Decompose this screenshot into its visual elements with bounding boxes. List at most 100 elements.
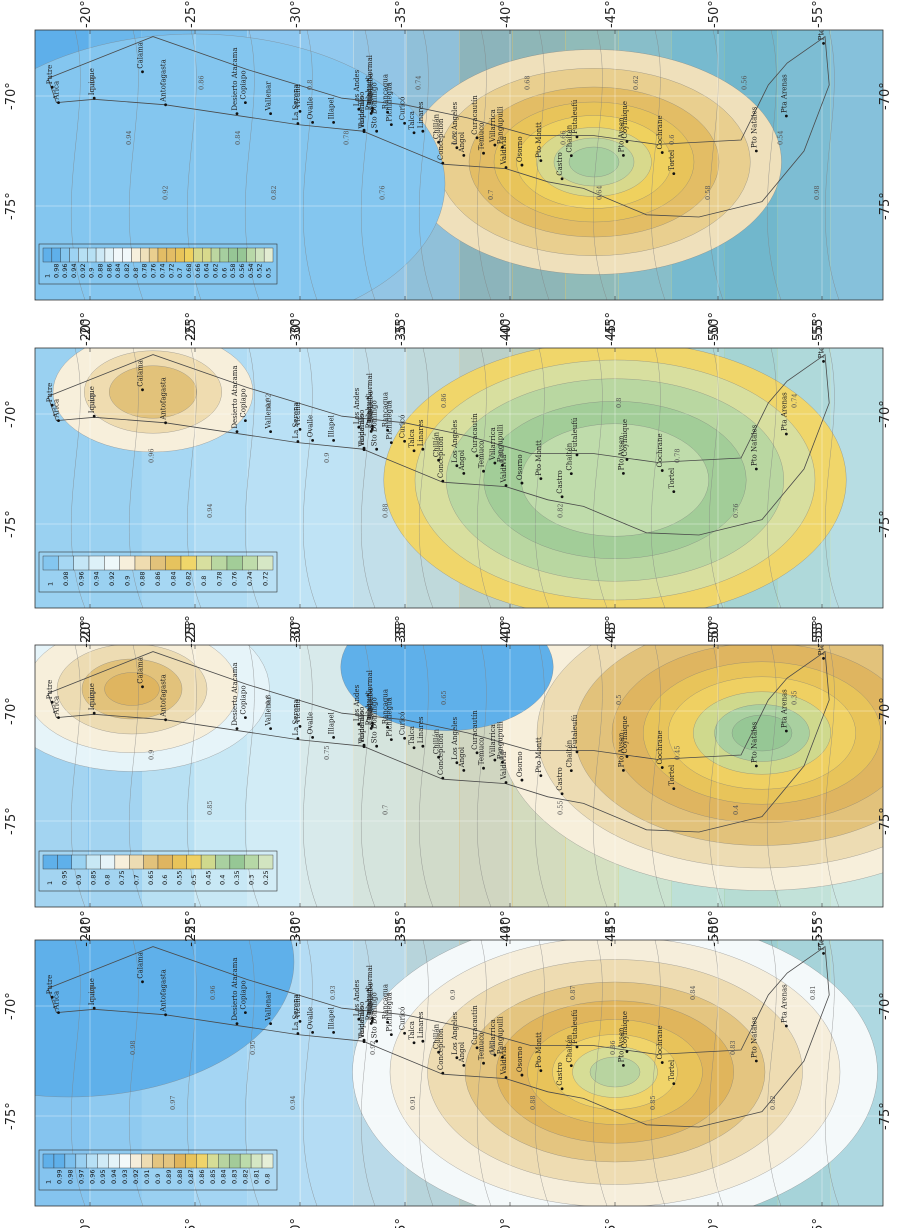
contour-line (650, 940, 666, 1206)
colorbar-swatch (42, 555, 59, 571)
colorbar-frame (38, 850, 278, 892)
lat-tick-label: -20° (79, 312, 94, 340)
city-label: Coyhaique (621, 419, 629, 457)
colorbar-swatch (226, 555, 243, 571)
city-marker (362, 1040, 366, 1044)
colorbar-swatch (211, 555, 228, 571)
city-marker (504, 484, 508, 487)
colorbar-label: 0.84 (114, 264, 122, 278)
colorbar-frame (38, 551, 278, 593)
city-marker (441, 1071, 445, 1075)
panel-frame (34, 644, 884, 908)
city-label: Temuco (478, 1033, 486, 1061)
colorbar-label: 1 (47, 582, 55, 586)
colorbar-swatch (114, 854, 130, 870)
colorbar-label: 0.72 (167, 264, 175, 278)
contour-label: 0.94 (206, 504, 214, 518)
lat-tick-label: -30° (289, 620, 304, 648)
city-marker (403, 439, 406, 443)
colorbar-swatch (250, 1153, 263, 1169)
contour-line (708, 645, 724, 907)
lat-tick-label: -55° (811, 312, 826, 340)
lat-tick-label: -35° (394, 910, 409, 938)
city-marker (57, 419, 60, 422)
contour-line (592, 348, 608, 608)
contour-line (360, 348, 376, 608)
colorbar-label: 0.88 (97, 264, 105, 278)
lat-tick-label: -45° (604, 615, 619, 643)
contour-label: 0.75 (323, 746, 331, 760)
colorbar-swatch (119, 555, 136, 571)
city-marker (784, 114, 788, 118)
city-label: Ovalle (307, 712, 315, 735)
colorbar-swatch (163, 1153, 175, 1169)
colorbar-label: 0.86 (154, 572, 162, 586)
city-label: Tobalaba (366, 688, 374, 720)
city-marker (311, 736, 314, 739)
colorbar-label: 0.98 (52, 264, 60, 278)
city-label: Chillán (433, 1023, 441, 1049)
lat-tick-label: -35° (394, 620, 409, 648)
city-label: Putre (46, 975, 54, 995)
city-label: Talca (408, 429, 416, 448)
city-marker (298, 725, 302, 728)
city-label: Putre (46, 383, 54, 403)
city-label: Sto Domingo (371, 697, 379, 743)
contour-line (824, 940, 840, 1206)
city-label: Rancagua (382, 392, 390, 427)
colorbar-label: 1 (44, 1180, 52, 1184)
city-label: Pto Natales (750, 721, 758, 763)
contour-line (650, 645, 666, 907)
contour-line (592, 30, 608, 300)
city-marker (575, 135, 579, 139)
city-marker (622, 154, 625, 157)
colorbar-label: 0.92 (79, 264, 87, 278)
city-label: Vallenar (265, 399, 273, 430)
city-label: Antofagasta (160, 674, 168, 718)
lon-tick-label: -70° (4, 992, 19, 1020)
city-marker (421, 1039, 425, 1043)
city-marker (412, 746, 416, 750)
colorbar-label: 0.88 (176, 1170, 184, 1184)
colorbar-swatch (143, 854, 159, 870)
city-marker (455, 464, 459, 468)
contour-line (70, 940, 86, 1206)
city-marker (475, 136, 479, 140)
colorbar-label: 0.58 (229, 264, 237, 278)
city-marker (493, 461, 497, 465)
city-marker (298, 110, 302, 113)
city-label: Tortel (668, 1059, 676, 1081)
contour-line (650, 30, 666, 300)
colorbar-swatch (215, 854, 231, 870)
lat-tick-label: -40° (499, 318, 514, 346)
city-label: Arica (53, 696, 61, 716)
city-label: Pta Arenas (780, 689, 788, 728)
city-label: Ovalle (307, 97, 315, 120)
contour-label: 0.55 (557, 801, 565, 815)
contour-label: 0.98 (813, 186, 821, 200)
city-marker (298, 1020, 302, 1023)
city-marker (357, 1017, 361, 1021)
colorbar-swatch (229, 854, 245, 870)
lon-tick-label: -75° (4, 807, 19, 835)
colorbar: 1 0.95 0.9 0.85 0.8 0.75 0.7 0.65 0.6 0.55 0.5 0.45… (38, 850, 278, 892)
contour-label: 0.54 (777, 131, 785, 145)
lon-tick-label: -70° (4, 400, 19, 428)
lat-tick-label: -30° (289, 312, 304, 340)
lat-tick-label: -40° (499, 919, 514, 947)
contour-label: 0.92 (264, 394, 272, 408)
city-label: Rodelillo (358, 96, 366, 127)
lon-tick-label: -75° (878, 807, 893, 835)
city-label: Pto Williams (818, 611, 826, 656)
field-band (300, 645, 354, 907)
city-marker (672, 172, 676, 176)
city-label: Curacautín (471, 413, 479, 453)
contour-region (35, 940, 295, 1098)
lat-tick-label: -30° (289, 1218, 304, 1228)
colorbar-swatch (64, 1153, 77, 1169)
colorbar-swatch (53, 1153, 66, 1169)
contour-region (568, 146, 620, 178)
city-label: Pta Arenas (780, 984, 788, 1023)
lat-tick-label: -45° (604, 919, 619, 947)
